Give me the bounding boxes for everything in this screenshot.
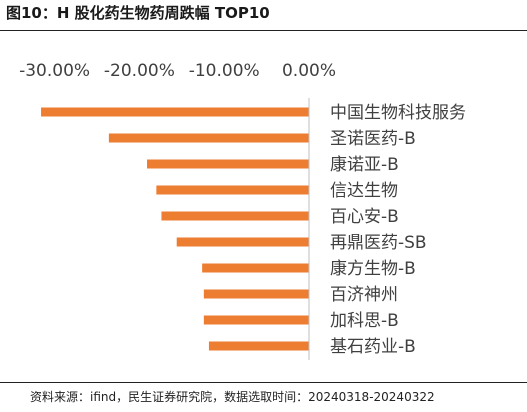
category-label: 信达生物: [330, 181, 398, 201]
category-label: 康方生物-B: [330, 259, 416, 279]
bar: [176, 237, 309, 247]
bar: [156, 185, 309, 195]
top-rule: [0, 30, 527, 31]
bar: [203, 315, 309, 325]
x-axis-tick-labels: -30.00% -20.00% -10.00% 0.00%: [19, 61, 336, 81]
x-tick-label: -30.00%: [19, 61, 90, 81]
figure-title: 图10：H 股化药生物药周跌幅 TOP10: [6, 4, 270, 22]
category-label: 基石药业-B: [330, 337, 416, 357]
bar: [202, 263, 309, 273]
bar: [203, 289, 309, 299]
category-label: 康诺亚-B: [330, 155, 399, 175]
bar: [41, 107, 309, 117]
category-label: 再鼎医药-SB: [330, 233, 427, 253]
x-tick-label: -10.00%: [189, 61, 260, 81]
category-label: 百心安-B: [330, 207, 399, 227]
category-label: 加科思-B: [330, 311, 399, 331]
category-label: 圣诺医药-B: [330, 129, 416, 149]
category-label: 中国生物科技服务: [330, 103, 466, 123]
category-label: 百济神州: [330, 285, 398, 305]
bar: [147, 159, 309, 169]
bar: [208, 341, 309, 351]
x-tick-label: -20.00%: [104, 61, 175, 81]
bar-chart: -30.00% -20.00% -10.00% 0.00% 中国生物科技服务圣诺医药-…: [19, 61, 466, 360]
x-tick-label: 0.00%: [282, 61, 336, 81]
bars: [41, 107, 309, 351]
source-note: 资料来源：ifind，民生证券研究院，数据选取时间：20240318-20240…: [30, 390, 435, 404]
bar: [108, 133, 309, 143]
bar: [161, 211, 309, 221]
bottom-rule: [0, 382, 527, 383]
